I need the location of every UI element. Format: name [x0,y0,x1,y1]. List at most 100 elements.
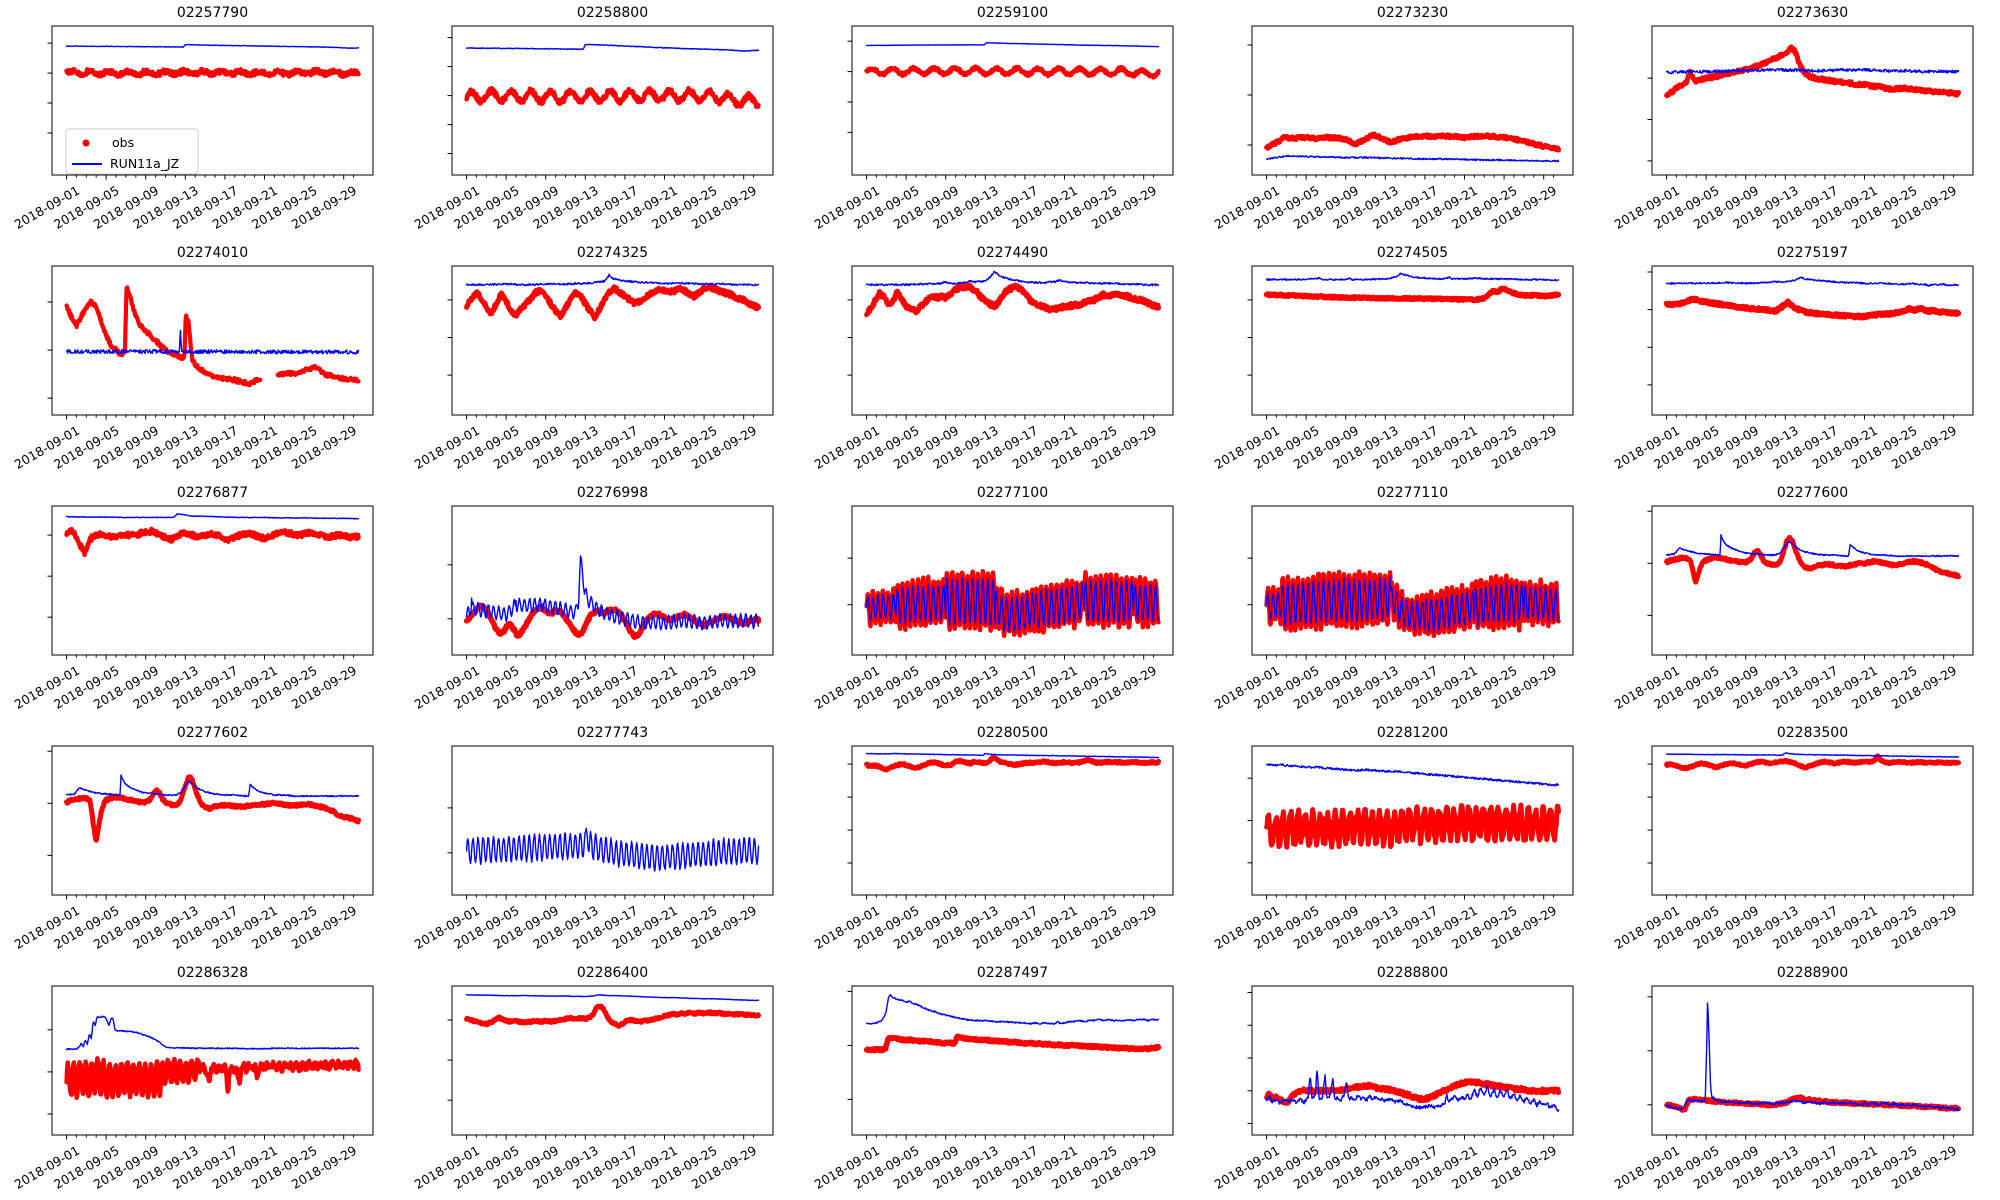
series-RUN11a_JZ [465,555,760,631]
subplot-02283500: 0-1-2-32018-09-012018-09-052018-09-09201… [1600,720,2000,960]
series-obs [64,1056,361,1100]
subplot-02277743: 0.50.02018-09-012018-09-052018-09-092018… [400,720,800,960]
chart-02277743: 0.50.02018-09-012018-09-052018-09-092018… [412,725,774,952]
subplot-title: 02259100 [977,5,1048,21]
series-obs [1263,285,1562,304]
chart-02286400: 0-1-22018-09-012018-09-052018-09-092018-… [412,965,774,1192]
series-RUN11a_JZ [865,994,1160,1026]
series-RUN11a_JZ [1265,1070,1560,1112]
subplot-title: 02277600 [1777,485,1848,501]
axes-frame [1651,745,1974,896]
subplot-02273230: 2102018-09-012018-09-052018-09-092018-09… [1200,0,1600,240]
subplot-title: 02288800 [1377,965,1448,981]
series-obs [1664,753,1961,772]
subplot-title: 02276877 [177,485,248,501]
chart-02276998: 102018-09-012018-09-052018-09-092018-09-… [412,485,774,712]
series-RUN11a_JZ [1265,575,1560,633]
chart-02280500: 0-1-2-32018-09-012018-09-052018-09-09201… [812,725,1174,952]
chart-02288800: 0.60.40.20.0-0.22018-09-012018-09-052018… [1212,965,1574,1192]
chart-02283500: 0-1-2-32018-09-012018-09-052018-09-09201… [1612,725,1974,952]
axes-frame [851,505,1174,656]
subplot-02276998: 102018-09-012018-09-052018-09-092018-09-… [400,480,800,720]
series-obs [464,1003,761,1029]
subplot-title: 02286328 [177,965,248,981]
subplot-title: 02288900 [1777,965,1848,981]
subplot-02276877: 0-1-22018-09-012018-09-052018-09-092018-… [0,480,400,720]
series-obs [64,774,361,843]
series-obs [1264,131,1561,153]
series-obs [864,64,1161,80]
subplot-02277600: 0.50.0-0.52018-09-012018-09-052018-09-09… [1600,480,2000,720]
axes-frame [851,265,1174,416]
axes-frame [1651,985,1974,1136]
chart-02277110: 0.50.02018-09-012018-09-052018-09-092018… [1212,485,1574,712]
subplot-02281200: 0.50.0-0.52018-09-012018-09-052018-09-09… [1200,720,1600,960]
axes-frame [1651,265,1974,416]
legend-obs-label: obs [112,135,134,150]
subplot-02287497: 0.50.0-0.52018-09-012018-09-052018-09-09… [800,960,1200,1200]
chart-02274325: 0.0-0.5-1.02018-09-012018-09-052018-09-0… [412,245,774,472]
series-RUN11a_JZ [465,994,760,1002]
subplot-title: 02286400 [577,965,648,981]
subplot-title: 02273230 [1377,5,1448,21]
subplot-02288800: 0.60.40.20.0-0.22018-09-012018-09-052018… [1200,960,1600,1200]
subplot-02280500: 0-1-2-32018-09-012018-09-052018-09-09201… [800,720,1200,960]
series-RUN11a_JZ [865,270,1160,287]
axes-frame [851,985,1174,1136]
subplot-title: 02273630 [1777,5,1848,21]
chart-02274505: 0.0-0.5-1.02018-09-012018-09-052018-09-0… [1212,245,1574,472]
subplot-02259100: 10-1-22018-09-012018-09-052018-09-092018… [800,0,1200,240]
axes-frame [51,985,374,1136]
chart-02259100: 10-1-22018-09-012018-09-052018-09-092018… [812,5,1174,232]
axes-frame [51,745,374,896]
axes-frame [51,25,374,176]
subplot-title: 02283500 [1777,725,1848,741]
series-RUN11a_JZ [1665,276,1960,287]
series-RUN11a_JZ [865,41,1160,48]
axes-frame [851,745,1174,896]
series-obs [64,285,361,388]
axes-frame [51,265,374,416]
subplot-02288900: 1.00.50.02018-09-012018-09-052018-09-092… [1600,960,2000,1200]
series-RUN11a_JZ [65,513,360,520]
subplot-title: 02258800 [577,5,648,21]
chart-02287497: 0.50.0-0.52018-09-012018-09-052018-09-09… [812,965,1174,1192]
chart-02288900: 1.00.50.02018-09-012018-09-052018-09-092… [1612,965,1974,1192]
series-obs [464,283,761,322]
subplot-02277602: 0.50.0-0.52018-09-012018-09-052018-09-09… [0,720,400,960]
chart-02257790: 10-1-22018-09-012018-09-052018-09-092018… [12,5,374,232]
subplot-title: 02277100 [977,485,1048,501]
subplot-title: 02274505 [1377,245,1448,261]
chart-02275197: 0.50.0-0.5-1.02018-09-012018-09-052018-0… [1612,245,1974,472]
series-RUN11a_JZ [465,273,760,287]
subplot-02274490: 0.0-0.5-1.02018-09-012018-09-052018-09-0… [800,240,1200,480]
subplot-02275197: 0.50.0-0.5-1.02018-09-012018-09-052018-0… [1600,240,2000,480]
series-RUN11a_JZ [465,43,760,52]
chart-02281200: 0.50.0-0.52018-09-012018-09-052018-09-09… [1212,725,1574,952]
axes-frame [451,745,774,896]
series-RUN11a_JZ [865,752,1160,759]
series-obs [864,753,1161,773]
chart-02277602: 0.50.0-0.52018-09-012018-09-052018-09-09… [12,725,374,952]
axes-frame [451,985,774,1136]
subplot-02274505: 0.0-0.5-1.02018-09-012018-09-052018-09-0… [1200,240,1600,480]
series-RUN11a_JZ [1265,154,1560,163]
axes-frame [451,505,774,656]
series-obs [1664,534,1961,585]
chart-02277100: 0.50.02018-09-012018-09-052018-09-092018… [812,485,1174,712]
subplot-02274010: 0.10.0-0.12018-09-012018-09-052018-09-09… [0,240,400,480]
chart-02286328: 0.50.0-0.52018-09-012018-09-052018-09-09… [12,965,374,1192]
series-RUN11a_JZ [865,576,1160,632]
series-obs [1664,44,1961,99]
series-obs [863,1033,1162,1054]
series-RUN11a_JZ [1665,67,1960,75]
chart-02273230: 2102018-09-012018-09-052018-09-092018-09… [1212,5,1574,232]
chart-02274490: 0.0-0.5-1.02018-09-012018-09-052018-09-0… [812,245,1174,472]
series-obs [1663,295,1962,321]
chart-02276877: 0-1-22018-09-012018-09-052018-09-092018-… [12,485,374,712]
axes-frame [451,265,774,416]
subplot-02286400: 0-1-22018-09-012018-09-052018-09-092018-… [400,960,800,1200]
subplot-02258800: 1.00.50.0-0.5-1.02018-09-012018-09-05201… [400,0,800,240]
